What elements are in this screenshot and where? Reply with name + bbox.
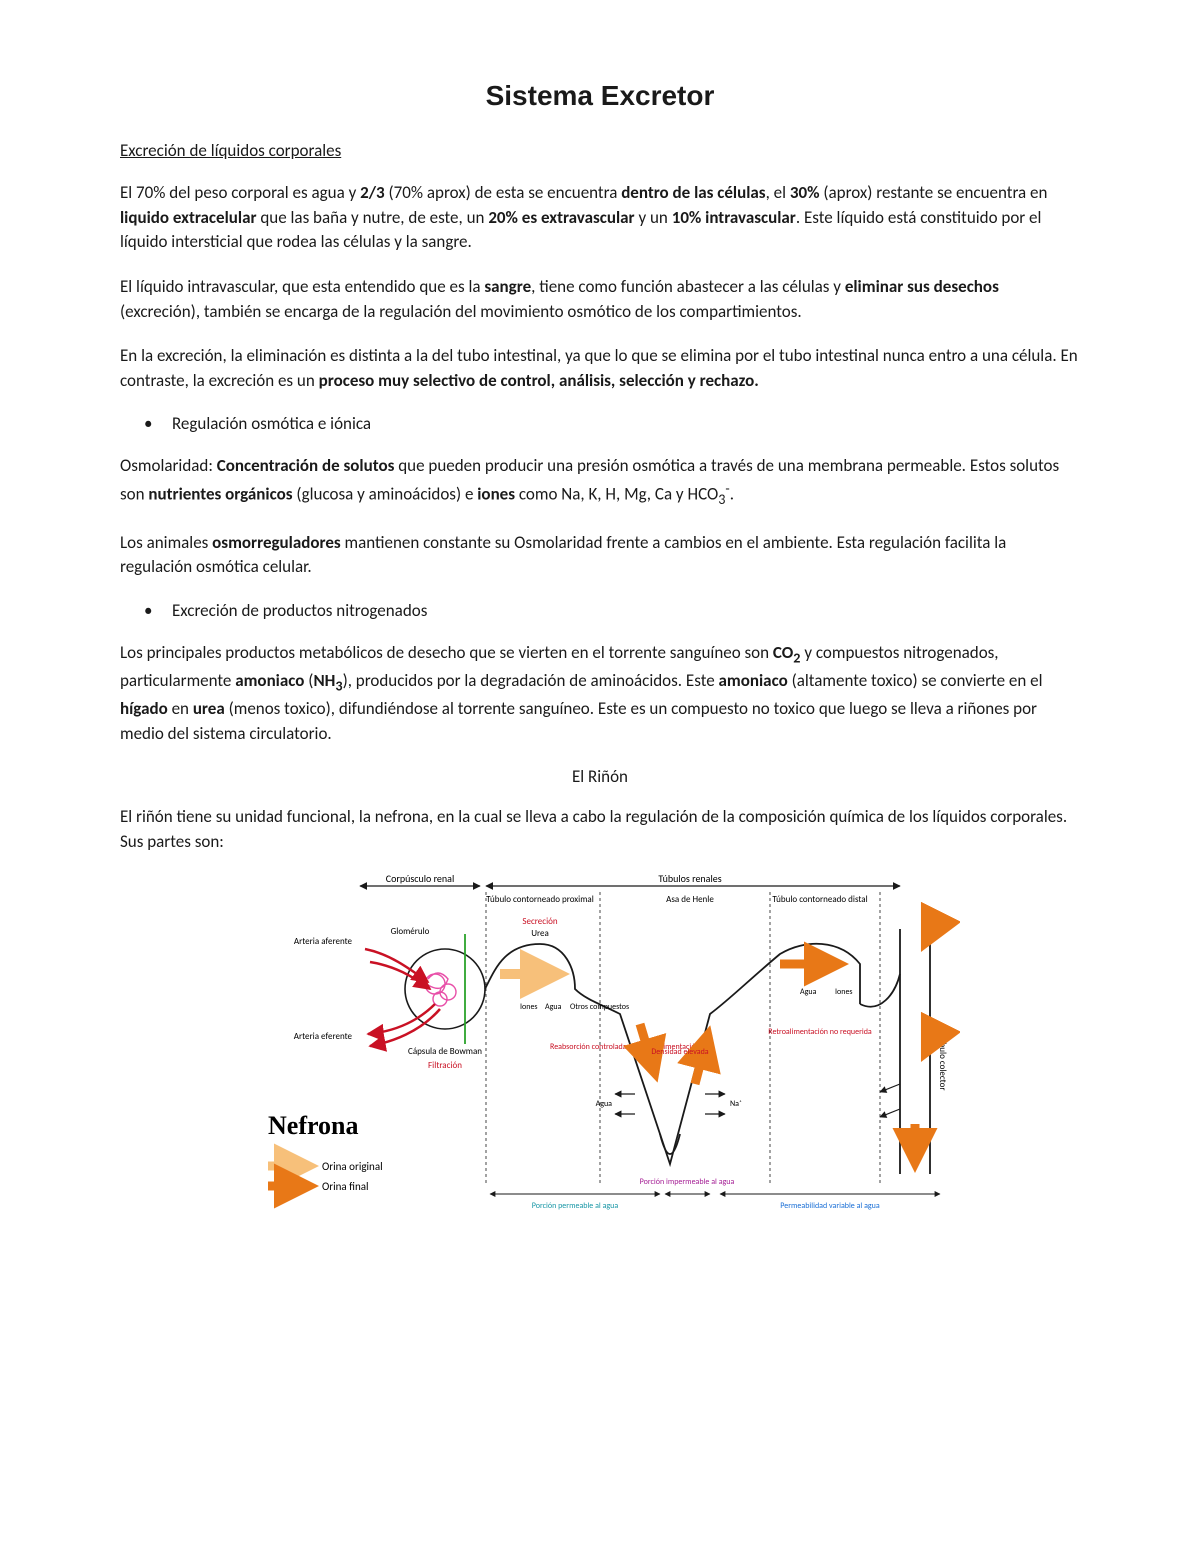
section-heading: Excreción de líquidos corporales [120,140,1080,161]
label-agua: Agua [545,1002,562,1012]
text: (menos toxico), difundiéndose al torrent… [120,698,1037,744]
label-asa: Asa de Henle [666,894,714,905]
subheading-rinon: El Riñón [120,766,1080,787]
label-glom: Glomérulo [391,926,430,937]
label-variable: Permeabilidad variable al agua [780,1201,880,1211]
label-corpusculo: Corpúsculo renal [386,874,455,885]
label-aa: Arteria aferente [294,936,353,947]
bold: amoniaco [235,670,304,691]
text: Osmolaridad: [120,455,217,476]
text: , el [766,182,790,203]
bold: osmorreguladores [212,532,341,553]
text: (aprox) restante se encuentra en [820,182,1048,203]
label-tcp: Túbulo contorneado proximal [486,894,594,905]
bold: nutrientes orgánicos [148,484,292,505]
bold: liquido extracelular [120,207,257,228]
paragraph-5: Los animales osmorreguladores mantienen … [120,531,1080,580]
bold: Concentración de solutos [217,455,395,476]
text: Los principales productos metabólicos de… [120,642,773,663]
bullet-item-1: • Regulación osmótica e iónica [120,413,1080,434]
text: (altamente toxico) se convierte en el [788,670,1043,691]
label-agua3: Agua [800,987,817,997]
text: Los animales [120,532,212,553]
text: (excreción), también se encarga de la re… [120,301,802,322]
text: El 70% del peso corporal es agua y [120,182,360,203]
text: (glucosa y aminoácidos) e [293,484,478,505]
bold: CO2 [773,642,801,663]
label-tcd: Túbulo contorneado distal [772,894,867,905]
label-iones: Iones [520,1002,538,1012]
label-filtracion: Filtración [428,1060,462,1071]
legend-title: Nefrona [268,1111,359,1140]
text: como Na, K, H, Mg, Ca y HCO [515,484,718,505]
bold: NH3 [313,670,342,691]
text: que las baña y nutre, de este, un [257,207,489,228]
bullet-item-2: • Excreción de productos nitrogenados [120,600,1080,621]
legend-orig: Orina original [322,1160,383,1173]
label-colector: Túbulo colector [937,1034,948,1091]
paragraph-1: El 70% del peso corporal es agua y 2/3 (… [120,181,1080,255]
bold: dentro de las células [621,182,765,203]
label-otros: Otros compuestos [570,1002,629,1012]
bold: amoniaco [719,670,788,691]
bullet-text: Regulación osmótica e iónica [172,413,371,434]
bullet-text: Excreción de productos nitrogenados [172,600,427,621]
label-tubulos: Túbulos renales [658,874,721,885]
text: . [730,484,734,505]
nephron-svg: Corpúsculo renal Túbulos renales Túbulo … [240,874,960,1234]
text: en [168,698,193,719]
bold: 20% es extravascular [488,207,634,228]
legend-final: Orina final [322,1180,369,1193]
label-densidad: Densidad elevada [651,1047,708,1057]
label-impermeable: Porción impermeable al agua [640,1177,735,1187]
bullet-icon: • [120,600,172,621]
document-page: Sistema Excretor Excreción de líquidos c… [0,0,1200,1553]
text: El líquido intravascular, que esta enten… [120,276,484,297]
label-iones2: Iones [835,987,853,997]
label-urea: Urea [531,928,549,939]
paragraph-4: Osmolaridad: Concentración de solutos qu… [120,454,1080,510]
page-title: Sistema Excretor [120,80,1080,112]
bold: iones [477,484,515,505]
label-agua2: Agua [596,1099,613,1109]
bold: proceso muy selectivo de control, anális… [319,370,759,391]
paragraph-7: El riñón tiene su unidad funcional, la n… [120,805,1080,854]
label-permeable: Porción permeable al agua [532,1201,619,1211]
bold: urea [193,698,225,719]
label-secrecion: Secreción [522,916,558,927]
bold: sangre [484,276,531,297]
bullet-icon: • [120,413,172,434]
text: ), producidos por la degradación de amin… [343,670,719,691]
bold: 30% [790,182,820,203]
bold: 10% intravascular [672,207,796,228]
text: (70% aprox) de esta se encuentra [385,182,622,203]
bold: 2/3 [360,182,385,203]
bold: hígado [120,698,168,719]
label-na: Na⁺ [730,1099,742,1109]
label-ae: Arteria eferente [294,1031,353,1042]
paragraph-6: Los principales productos metabólicos de… [120,641,1080,746]
text: , tiene como función abastecer a las cél… [531,276,845,297]
paragraph-2: El líquido intravascular, que esta enten… [120,275,1080,324]
label-retro: Retroalimentación no requerida [768,1027,872,1037]
paragraph-3: En la excreción, la eliminación es disti… [120,344,1080,393]
bold: eliminar sus desechos [845,276,999,297]
label-bowman: Cápsula de Bowman [408,1046,482,1057]
nephron-diagram: Corpúsculo renal Túbulos renales Túbulo … [120,874,1080,1234]
text: y un [635,207,672,228]
